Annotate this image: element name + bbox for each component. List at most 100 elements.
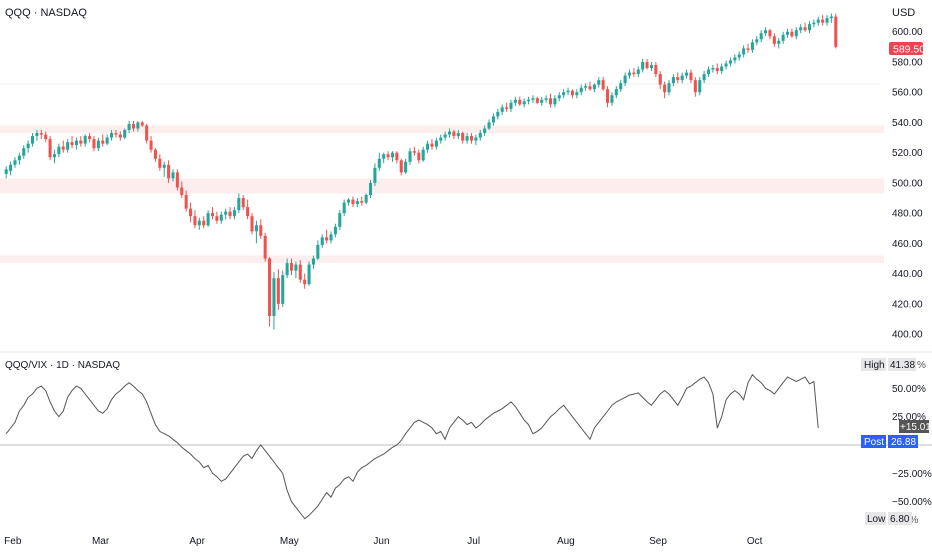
time-axis: Feb Mar Apr May Jun Jul Aug Sep Oct	[4, 536, 762, 547]
candle	[663, 81, 667, 99]
candle	[404, 158, 408, 174]
candle	[197, 217, 201, 230]
candle	[755, 36, 759, 46]
candle	[167, 160, 171, 183]
candle	[790, 28, 794, 38]
candle-body	[522, 101, 526, 105]
candle	[39, 130, 43, 140]
candle-body	[101, 140, 105, 144]
candle-body	[834, 16, 838, 47]
candle-body	[706, 69, 711, 75]
candle-body	[566, 90, 570, 93]
candle	[241, 195, 245, 211]
post-label: Post	[864, 437, 884, 448]
candle	[557, 92, 561, 102]
candle	[347, 198, 351, 206]
candle	[338, 210, 342, 230]
candle-body	[689, 72, 693, 81]
candle-body	[368, 182, 373, 196]
candle	[553, 95, 557, 108]
candle-body	[360, 201, 364, 203]
candle-body	[250, 216, 254, 232]
candle	[263, 232, 267, 262]
candle	[373, 163, 377, 186]
candle	[364, 193, 368, 205]
candle	[110, 130, 114, 141]
candle-body	[105, 137, 109, 144]
candle	[671, 74, 675, 87]
candle	[70, 136, 74, 149]
candle	[698, 77, 702, 96]
candle-body	[728, 60, 732, 64]
candle-body	[715, 68, 719, 72]
candle-body	[461, 133, 465, 141]
candle-body	[649, 65, 653, 69]
price-candles	[4, 13, 838, 330]
candle-body	[329, 234, 333, 241]
month-label: May	[280, 536, 299, 547]
candle-body	[88, 136, 92, 140]
candle-body	[131, 123, 136, 129]
candle-body	[395, 152, 399, 161]
candle-body	[724, 63, 728, 67]
candle	[158, 154, 162, 171]
candle	[79, 136, 83, 147]
candle-body	[421, 149, 425, 161]
candle	[131, 120, 136, 132]
candle-body	[263, 235, 267, 259]
last-price-tag	[889, 42, 923, 55]
candle-body	[79, 140, 83, 144]
candle-body	[693, 80, 697, 93]
candle	[803, 22, 807, 32]
band-2	[0, 255, 884, 264]
candle-body	[680, 75, 684, 81]
candle-body	[610, 95, 614, 103]
candle	[17, 152, 21, 165]
candle	[601, 77, 605, 91]
candle-body	[597, 80, 601, 85]
candle-body	[202, 220, 206, 226]
band-1	[0, 178, 884, 194]
candle-body	[303, 279, 307, 285]
candle-body	[794, 30, 798, 37]
low-value: 6.80	[890, 514, 910, 525]
candle	[57, 143, 61, 158]
candle	[140, 120, 144, 127]
candle	[52, 149, 57, 164]
candle	[505, 102, 509, 112]
candle	[399, 158, 403, 176]
candle-body	[443, 134, 447, 138]
candle	[816, 16, 820, 26]
month-label: Aug	[557, 536, 575, 547]
candle-body	[676, 77, 680, 81]
candle-body	[39, 133, 43, 135]
ratio-series-line	[5, 373, 819, 520]
candle	[702, 71, 706, 84]
candle	[584, 83, 588, 91]
candle	[456, 130, 460, 140]
candle	[421, 146, 425, 162]
candle	[408, 148, 412, 165]
candle-body	[601, 80, 605, 90]
candle	[641, 58, 645, 73]
candle-body	[434, 140, 438, 147]
candle	[224, 208, 228, 220]
candle	[246, 199, 250, 220]
post-value: 26.88	[891, 437, 916, 448]
candle	[127, 120, 131, 134]
candle	[153, 148, 157, 162]
candle	[785, 28, 790, 38]
candle-body	[535, 98, 539, 103]
candle	[254, 220, 258, 244]
candle	[44, 131, 48, 143]
candle	[759, 30, 763, 43]
candle-body	[584, 86, 588, 88]
candle	[649, 61, 653, 72]
candle	[812, 19, 816, 28]
candle-body	[579, 87, 583, 93]
candle	[487, 119, 491, 131]
candle	[92, 136, 96, 152]
candle	[575, 89, 579, 99]
price-chart-title: QQQ · NASDAQ	[5, 7, 87, 19]
